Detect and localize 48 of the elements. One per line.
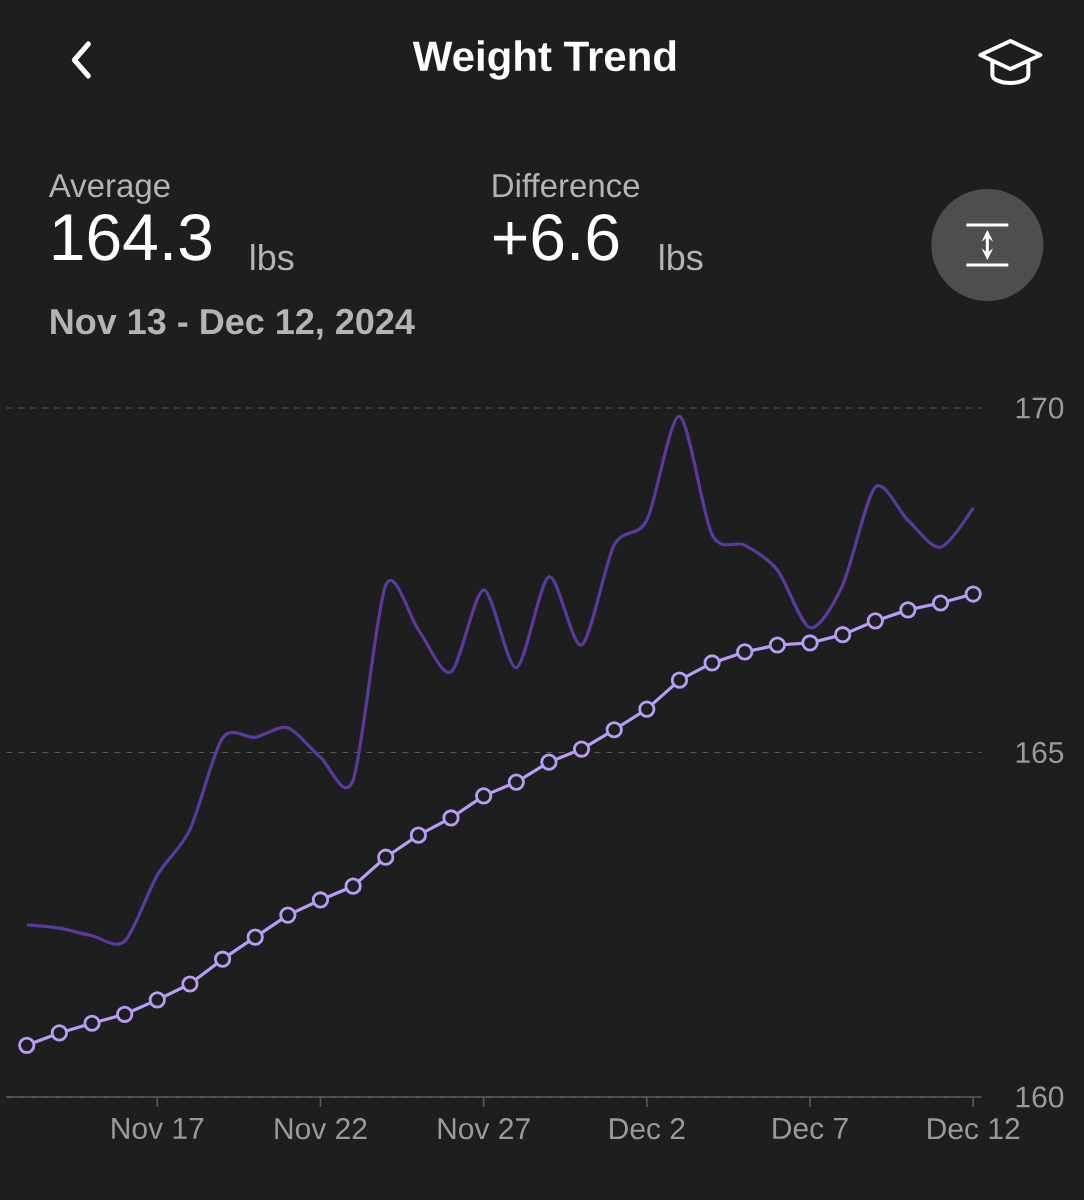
x-tick-label: Nov 17 [112,1118,204,1139]
point [344,877,362,895]
y-tick-label: 160 [1016,1086,1064,1108]
point [474,787,493,805]
point [833,626,852,644]
point [735,643,754,661]
point [670,671,688,689]
point [703,654,721,672]
x-tick-label: Dec 2 [609,1118,685,1140]
text: +6.6 [493,213,618,261]
point [442,809,460,827]
y-tick-label: 170 [1016,397,1064,419]
point [768,636,786,654]
point [409,826,427,844]
y-tick-label: 165 [1016,741,1064,764]
line-series [24,414,975,944]
point [638,700,656,718]
point [507,773,525,791]
point [964,585,982,603]
point [376,848,395,866]
point [115,1005,134,1023]
point [279,906,297,924]
point [50,1024,68,1042]
x-tick-label: Dec 7 [773,1118,848,1139]
point [540,753,558,771]
text: lbs [251,243,294,271]
text: Difference [493,173,639,198]
point [17,1036,36,1054]
point [181,975,199,993]
text: Average [48,174,170,204]
point [605,721,623,739]
x-tick-label: Dec 12 [927,1118,1020,1140]
point [246,928,264,946]
text: Nov 13 - Dec 12, 2024 [51,308,415,340]
point [311,891,329,909]
point [931,594,949,612]
text: lbs [660,243,703,271]
point [572,740,590,758]
chart-title: Weight Trend [412,40,676,80]
point [899,601,917,619]
text: 164.3 [53,213,211,261]
point [866,612,884,630]
point [213,950,231,968]
x-tick-label: Nov 22 [275,1118,367,1140]
point [83,1014,101,1032]
x-tick-label: Nov 27 [438,1118,530,1140]
point [148,991,166,1009]
point [801,634,819,652]
